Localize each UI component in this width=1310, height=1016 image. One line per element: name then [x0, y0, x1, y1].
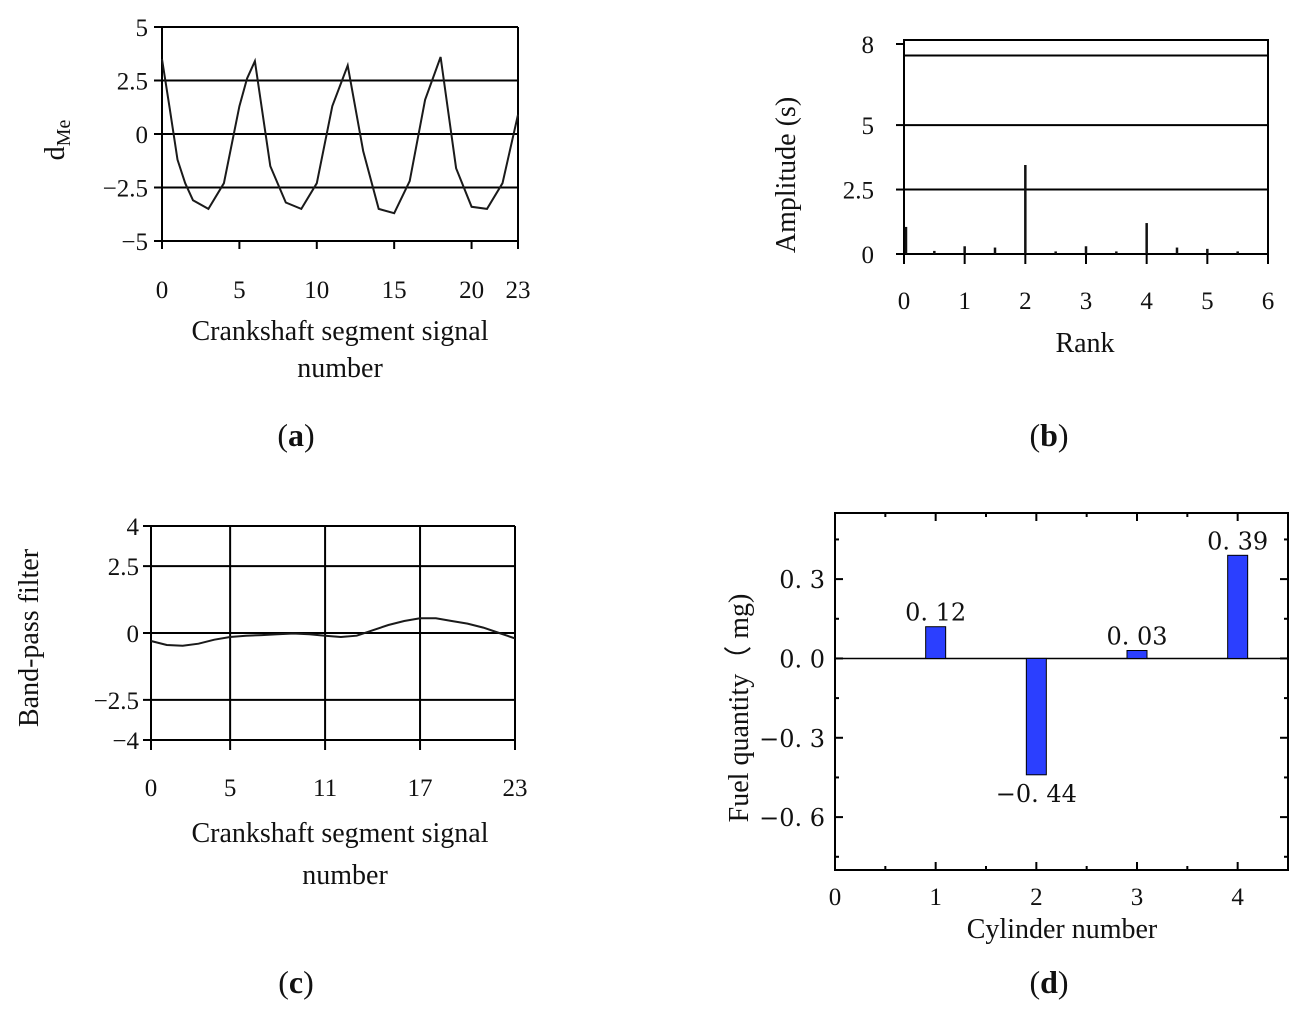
- panel-d-xtick-label-1: 1: [929, 884, 942, 911]
- panel-d-caption: (d): [1029, 964, 1068, 1000]
- panel-d-bar-cylinder-4: [1227, 554, 1249, 659]
- panel-d-ytick-label-1: 0. 0: [779, 645, 825, 673]
- panel-b-xtick-label-2: 2: [1019, 288, 1032, 315]
- panel-c-ytick-label-0: 4: [127, 514, 140, 541]
- panel-a-xtick-label-3: 15: [382, 277, 407, 304]
- panel-b-ytick-label-1: 5: [862, 113, 875, 140]
- panel-b-xtick-label-1: 1: [958, 288, 971, 315]
- panel-b-xtick-label-6: 6: [1262, 288, 1275, 315]
- panel-c-xtick-label-3: 17: [408, 775, 433, 802]
- panel-a-series-line: [161, 56, 519, 215]
- panel-b-frame: [903, 39, 1269, 255]
- panel-a-xtick-label-0: 0: [156, 277, 169, 304]
- panel-a-xtick-label-4: 20: [459, 277, 484, 304]
- panel-a-ytick-label-3: −2.5: [103, 176, 148, 203]
- panel-a: dMe Crankshaft segment signal number (a)…: [40, 15, 531, 453]
- panel-d-x-axis-label: Cylinder number: [967, 914, 1158, 945]
- panel-b-xtick-label-0: 0: [898, 288, 911, 315]
- panel-d-xtick-label-4: 4: [1231, 884, 1244, 911]
- panel-d-data-label-4: 0. 39: [1207, 527, 1268, 555]
- panel-b-caption: (b): [1029, 417, 1068, 453]
- panel-a-x-axis-label-line2: number: [297, 353, 383, 384]
- panel-b-xtick-label-4: 4: [1140, 288, 1153, 315]
- panel-d-data-label-2: −0. 44: [996, 780, 1077, 808]
- panel-c-y-axis-label: Band-pass filter: [14, 548, 45, 727]
- panel-c-series-line: [150, 617, 516, 647]
- panel-d-bar-cylinder-2: [1025, 657, 1047, 776]
- panel-c-xtick-label-1: 5: [224, 775, 237, 802]
- panel-d-ytick-label-3: −0. 6: [759, 804, 825, 832]
- panel-a-y-axis-label: dMe: [40, 120, 75, 161]
- panel-b-ytick-label-0: 8: [862, 32, 875, 59]
- panel-d-xtick-label-3: 3: [1131, 884, 1144, 911]
- panel-d-xtick-label-0: 0: [829, 884, 842, 911]
- panel-c-x-axis-label-line2: number: [302, 860, 388, 891]
- panel-c-caption: (c): [278, 964, 314, 1000]
- panel-d: Fuel quantity（ mg) Cylinder number (d) 0…: [723, 512, 1289, 1000]
- panel-a-caption: (a): [277, 417, 314, 453]
- panel-b-xtick-label-5: 5: [1201, 288, 1214, 315]
- panel-a-xtick-label-5: 23: [506, 277, 531, 304]
- panel-c-xtick-label-0: 0: [145, 775, 158, 802]
- panel-a-xtick-label-2: 10: [304, 277, 329, 304]
- panel-a-ytick-label-1: 2.5: [117, 69, 148, 96]
- panel-d-ytick-label-0: 0. 3: [779, 566, 825, 594]
- panel-d-frame: [834, 512, 1289, 871]
- panel-d-data-label-1: 0. 12: [905, 599, 966, 627]
- panel-c-ytick-label-3: −2.5: [94, 688, 139, 715]
- panel-c: Band-pass filter Crankshaft segment sign…: [14, 514, 528, 1000]
- panel-b-xtick-label-3: 3: [1080, 288, 1093, 315]
- panel-b-y-axis-label: Amplitude (s): [771, 97, 802, 253]
- panel-c-ytick-label-2: 0: [127, 621, 140, 648]
- panel-d-bar-cylinder-3: [1126, 650, 1148, 659]
- panel-d-ytick-label-2: −0. 3: [759, 725, 825, 753]
- panel-d-data-label-3: 0. 03: [1106, 623, 1167, 651]
- panel-c-xtick-label-4: 23: [503, 775, 528, 802]
- panel-a-ytick-label-2: 0: [136, 122, 149, 149]
- panel-c-x-axis-label-line1: Crankshaft segment signal: [191, 818, 488, 849]
- panel-a-ytick-label-0: 5: [136, 15, 149, 42]
- panel-a-xtick-label-1: 5: [233, 277, 246, 304]
- panel-c-ytick-label-4: −4: [112, 728, 139, 755]
- panel-c-xtick-label-2: 11: [313, 775, 337, 802]
- panel-b-ytick-label-3: 0: [862, 242, 875, 269]
- panel-d-y-axis-label: Fuel quantity（ mg): [723, 594, 755, 823]
- panel-b-x-axis-label: Rank: [1055, 328, 1114, 359]
- panel-d-xtick-label-2: 2: [1030, 884, 1043, 911]
- panel-a-x-axis-label-line1: Crankshaft segment signal: [191, 316, 488, 347]
- panel-c-ytick-label-1: 2.5: [108, 554, 139, 581]
- panel-d-bar-cylinder-1: [925, 626, 947, 659]
- panel-b: Amplitude (s) Rank (b) 8 5 2.5 00 1 2 3 4 5 6: [771, 32, 1274, 453]
- panel-a-ytick-label-4: −5: [121, 229, 148, 256]
- panel-b-ytick-label-2: 2.5: [843, 178, 874, 205]
